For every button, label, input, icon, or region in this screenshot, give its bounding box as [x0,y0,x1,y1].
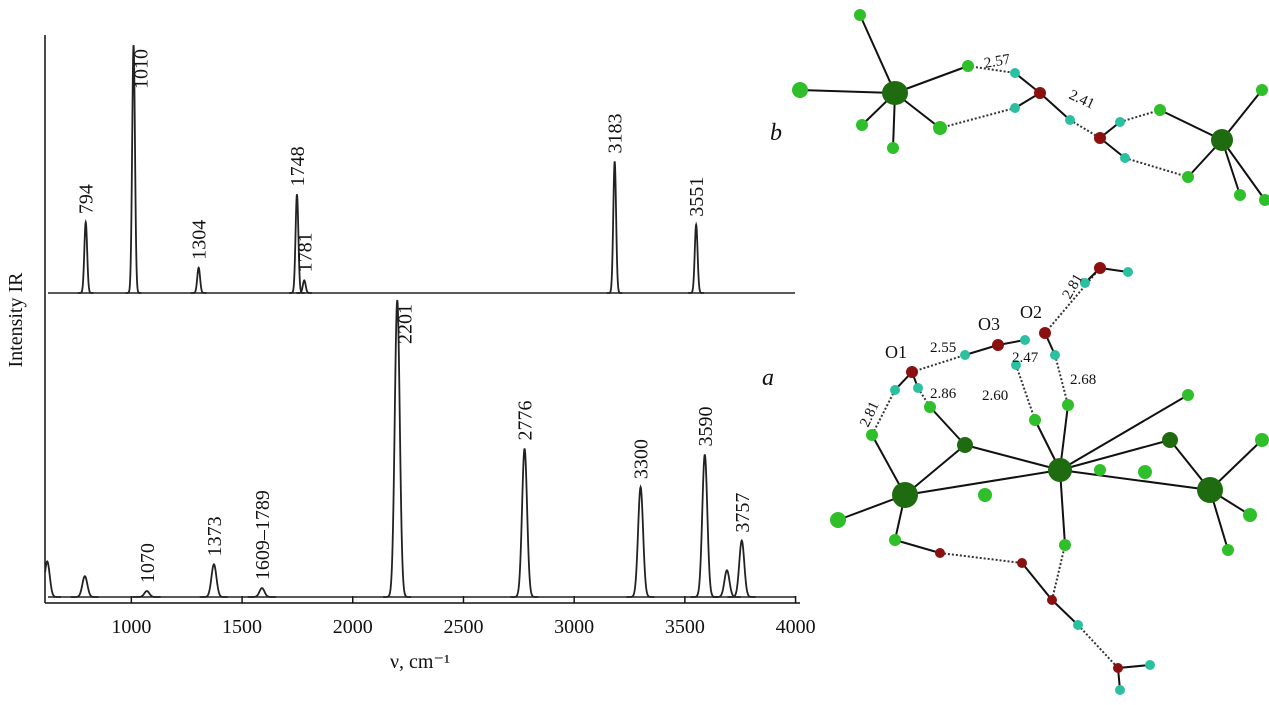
peak [78,222,94,293]
y-axis-label: Intensity IR [5,272,27,368]
atom-label: O2 [1020,302,1042,322]
x-axis-label: ν, cm⁻¹ [390,651,450,673]
distance-label: 2.81 [857,399,883,430]
peak-label: 3590 [695,406,717,446]
atom-label: O3 [978,314,1000,334]
peak [510,449,538,598]
figure: Intensity IR ν, cm⁻¹ b a [0,0,1269,700]
peak-label: 1373 [204,516,226,556]
peak-label: 1010 [131,49,153,89]
peak [133,591,161,597]
peak-label: 794 [76,184,98,214]
peak-label: 3300 [631,439,653,479]
peak [626,487,654,597]
peak-label: 1781 [294,232,316,272]
x-tick-label: 1500 [222,616,262,638]
peak-label: 2776 [515,401,537,441]
x-tick-label: 4000 [776,616,816,638]
peak [691,454,719,597]
distance-label: 2.41 [1066,87,1097,113]
x-tick-label: 3500 [665,616,705,638]
distance-label: 2.60 [982,388,1008,404]
distance-label: 2.86 [930,386,957,402]
peak [200,564,228,597]
peak-label: 3551 [686,177,708,217]
peak [296,280,312,293]
peak [607,161,623,293]
distance-label: 2.57 [983,52,1012,72]
peak-label: 1609–1789 [252,490,274,580]
peak [248,588,276,597]
distance-label: 2.68 [1070,372,1096,388]
peak [688,225,704,293]
structure-a [830,262,1269,695]
atom-label: O1 [885,342,907,362]
distance-label: 2.47 [1012,350,1039,366]
peak-label: 1070 [137,543,159,583]
peak-label: 1304 [189,220,211,260]
peak [728,541,756,597]
peak-label: 2201 [394,304,416,344]
x-tick-label: 2000 [333,616,373,638]
peak [191,268,207,293]
panel-label: a [762,365,774,391]
peak-label: 1748 [287,146,309,186]
x-tick-label: 1000 [111,616,151,638]
peak-label: 3757 [732,493,754,533]
x-tick-label: 3000 [554,616,594,638]
peak [45,561,61,597]
peak-label: 3183 [605,113,627,153]
distance-label: 2.55 [930,340,956,356]
structure-b [792,9,1269,206]
panel-label: b [770,120,782,146]
peak [71,576,99,597]
x-tick-label: 2500 [443,616,483,638]
